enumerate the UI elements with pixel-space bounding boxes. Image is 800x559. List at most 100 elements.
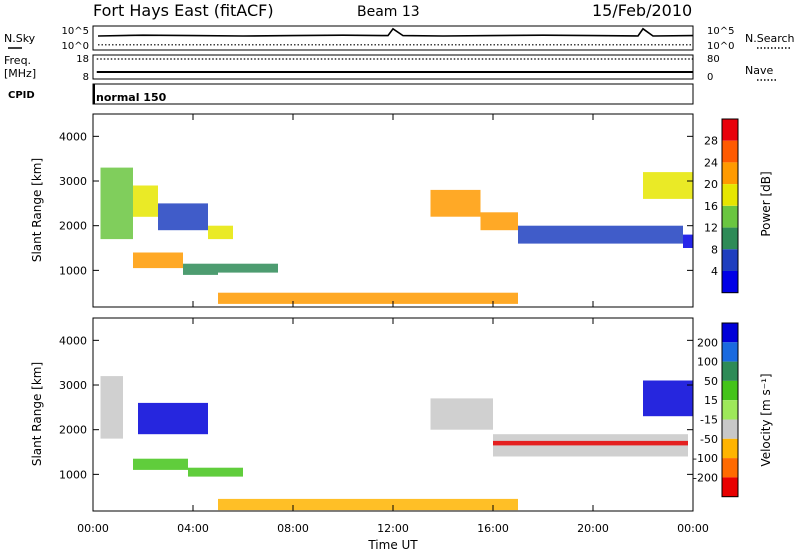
noise-right-label: N.Search: [745, 32, 795, 45]
power-colorbar-swatch-3: [722, 184, 738, 206]
power-ytick-label-0: 4000: [59, 130, 87, 143]
velocity-colorbar-tick-3: 15: [704, 394, 718, 407]
power-ytick-label-1: 3000: [59, 175, 87, 188]
power-colorbar-swatch-7: [722, 271, 738, 293]
freq-ytick-right-bottom: 0: [707, 72, 713, 83]
velocity-colorbar-tick-5: -50: [700, 433, 718, 446]
freq-ytick-left-top: 18: [76, 54, 89, 65]
power-colorbar-swatch-5: [722, 227, 738, 250]
velocity-axes-layer: 4000 3000 2000 1000: [59, 318, 694, 511]
velocity-colorbar-swatch-7: [722, 458, 738, 478]
velocity-colorbar-swatch-6: [722, 438, 738, 459]
power-data-layer: [100, 167, 693, 304]
power-region-11: [683, 234, 693, 248]
velocity-colorbar-tick-0: 200: [697, 336, 718, 349]
power-region-1: [133, 185, 158, 217]
power-colorbar-tick-5: 8: [711, 243, 718, 256]
noise-panel-frame: [92, 25, 694, 51]
power-colorbar-tick-6: 4: [711, 265, 718, 278]
x-tick-labels: 00:00 04:00 08:00 12:00 16:00 20:00 00:00: [77, 522, 709, 535]
velocity-region-3: [188, 467, 243, 477]
power-ytick-label-2: 2000: [59, 220, 87, 233]
noise-series-0: [97, 27, 694, 37]
power-axes-layer: 4000 3000 2000 1000: [59, 114, 694, 307]
velocity-colorbar-label: Velocity [m s⁻¹]: [759, 373, 773, 466]
x-tick-label-0: 00:00: [77, 522, 109, 535]
power-colorbar-label: Power [dB]: [759, 171, 773, 236]
power-colorbar-swatch-2: [722, 162, 738, 185]
velocity-region-4: [218, 498, 518, 511]
noise-ytick-right-top: 10^5: [707, 26, 734, 37]
power-colorbar-swatch-1: [722, 140, 738, 163]
power-region-7: [218, 292, 518, 304]
freq-ytick-left-bottom: 8: [83, 72, 89, 83]
power-region-2: [158, 203, 208, 231]
power-colorbar-tick-0: 28: [704, 135, 718, 148]
power-region-8: [430, 189, 481, 217]
power-colorbar-tick-1: 24: [704, 156, 718, 169]
noise-ytick-right-bottom: 10^0: [707, 41, 734, 52]
cpid-panel-frame: [92, 83, 694, 105]
velocity-colorbar-swatch-4: [722, 400, 738, 420]
power-region-0: [100, 167, 133, 240]
x-tick-label-5: 20:00: [577, 522, 609, 535]
velocity-colorbar-swatch-0: [722, 323, 738, 343]
cpid-label: CPID: [8, 90, 35, 101]
velocity-ytick-label-0: 4000: [59, 334, 87, 347]
velocity-region-8: [643, 380, 693, 417]
velocity-colorbar-swatch-2: [722, 361, 738, 381]
power-region-10: [518, 225, 683, 244]
velocity-colorbar-tick-6: -100: [693, 452, 718, 465]
freq-left-label: Freq.: [4, 54, 31, 67]
freq-left-label-text: Freq.: [4, 54, 31, 67]
velocity-ytick-label-1: 3000: [59, 379, 87, 392]
freq-ytick-right-top: 80: [707, 54, 720, 65]
noise-left-label: N.Sky: [4, 32, 36, 45]
freq-left-label-units: [MHz]: [4, 67, 36, 80]
power-colorbar-swatch-6: [722, 249, 738, 271]
x-tick-label-2: 08:00: [277, 522, 309, 535]
x-axis-label: Time UT: [367, 538, 418, 552]
power-ylabel: Slant Range [km]: [30, 158, 44, 262]
velocity-ytick-label-2: 2000: [59, 424, 87, 437]
cpid-program-name: normal 150: [96, 91, 167, 104]
x-tick-label-1: 04:00: [177, 522, 209, 535]
velocity-region-2: [133, 458, 188, 470]
velocity-colorbar-swatch-8: [722, 477, 738, 497]
power-region-3: [208, 225, 233, 240]
noise-ytick-left-top: 10^5: [62, 26, 89, 37]
velocity-region-5: [430, 398, 493, 430]
velocity-data-layer: [100, 376, 693, 511]
beam-label: Beam 13: [357, 4, 420, 20]
noise-series-group: [97, 27, 694, 46]
power-colorbar-swatch-4: [722, 205, 738, 228]
power-colorbar-frame: [721, 118, 739, 294]
velocity-colorbar-swatch-5: [722, 419, 738, 439]
velocity-colorbar-swatch-1: [722, 342, 738, 362]
power-region-5: [183, 263, 218, 275]
power-colorbar: 28 24 20 16 12 8 4: [704, 118, 739, 294]
power-region-9: [480, 212, 518, 231]
x-tick-label-6: 00:00: [677, 522, 709, 535]
freq-series-group: [96, 58, 693, 73]
power-colorbar-tick-3: 16: [704, 200, 718, 213]
noise-ytick-left-bottom: 10^0: [62, 41, 89, 52]
site-title: Fort Hays East (fitACF): [93, 1, 274, 20]
velocity-colorbar-tick-7: -200: [693, 471, 718, 484]
freq-panel-frame: [92, 54, 694, 80]
date-label: 15/Feb/2010: [592, 1, 692, 20]
power-region-4: [133, 252, 183, 269]
power-ytick-label-3: 1000: [59, 264, 87, 277]
power-region-6: [218, 263, 278, 273]
velocity-colorbar: 200 100 50 15 -15 -50 -100 -200: [693, 322, 739, 498]
velocity-colorbar-tick-4: -15: [700, 414, 718, 427]
velocity-region-7: [493, 440, 688, 446]
power-colorbar-tick-4: 12: [704, 222, 718, 235]
velocity-ytick-label-3: 1000: [59, 468, 87, 481]
x-tick-label-4: 16:00: [477, 522, 509, 535]
velocity-ylabel: Slant Range [km]: [30, 362, 44, 466]
power-region-12: [643, 172, 693, 199]
velocity-colorbar-tick-1: 100: [697, 356, 718, 369]
